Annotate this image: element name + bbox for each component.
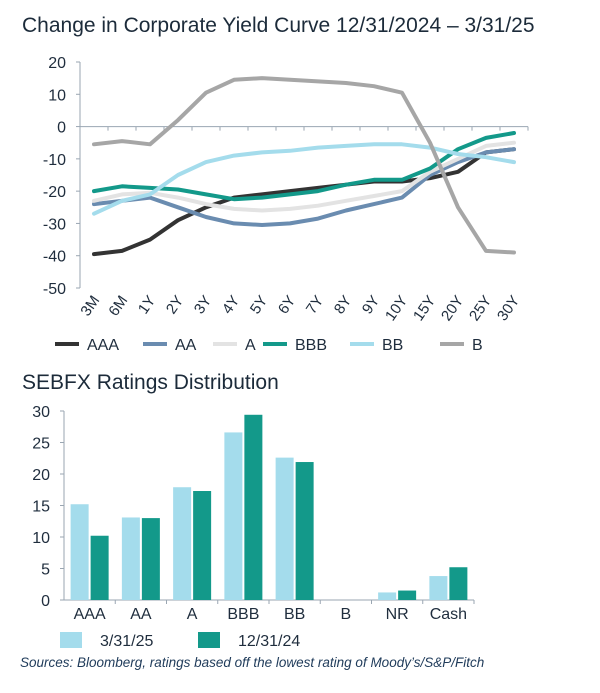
- bar-bb-dec24: [295, 462, 314, 600]
- x-tick-label: 7Y: [303, 293, 327, 318]
- y-tick-label: 15: [32, 499, 50, 516]
- legend-label-bb: BB: [382, 337, 403, 354]
- bar-aaa-mar25: [70, 504, 89, 600]
- x-tick-label: 25Y: [466, 293, 495, 325]
- legend-label-aaa: AAA: [87, 337, 119, 354]
- legend-label-b: B: [472, 337, 483, 354]
- x-tick-label: 6M: [105, 293, 131, 320]
- x-tick-label: AAA: [74, 606, 106, 623]
- y-tick-label: 5: [41, 562, 50, 579]
- x-tick-label: 15Y: [410, 293, 439, 325]
- y-tick-label: 0: [41, 593, 50, 610]
- x-tick-label: AA: [130, 606, 152, 623]
- bar-cash-dec24: [449, 567, 468, 600]
- y-tick-label: 10: [48, 87, 66, 104]
- x-tick-label: A: [187, 606, 198, 623]
- x-tick-label: NR: [386, 606, 409, 623]
- x-tick-label: 30Y: [494, 293, 523, 325]
- y-tick-label: 30: [32, 404, 50, 421]
- y-tick-label: -30: [43, 216, 66, 233]
- line-chart-title: Change in Corporate Yield Curve 12/31/20…: [22, 14, 535, 37]
- x-tick-label: Cash: [430, 606, 467, 623]
- y-tick-label: 20: [32, 467, 50, 484]
- x-tick-label: BB: [284, 606, 305, 623]
- bar-a-mar25: [173, 487, 192, 600]
- legend-label-bbb: BBB: [295, 337, 327, 354]
- bar-bb-mar25: [275, 457, 294, 600]
- bar-a-dec24: [193, 491, 212, 600]
- yield-curve-line-chart: 20 10 0 -10 -20 -30 -40 -50 3M 6M 1Y 2Y 3Y 4Y 5Y 6Y 7Y 8Y…: [43, 55, 529, 354]
- legend-label-0: 3/31/25: [100, 633, 153, 650]
- x-tick-label: 5Y: [247, 293, 271, 318]
- x-tick-label: 4Y: [219, 293, 243, 318]
- source-note: Sources: Bloomberg, ratings based off th…: [20, 655, 485, 670]
- bar-chart-title: SEBFX Ratings Distribution: [22, 371, 279, 394]
- bar-bbb-dec24: [244, 414, 263, 600]
- bar-nr-mar25: [378, 592, 397, 600]
- y-tick-label: 10: [32, 530, 50, 547]
- legend-label-aa: AA: [175, 337, 197, 354]
- bar-aa-dec24: [141, 518, 160, 600]
- legend-swatch-1: [198, 632, 220, 648]
- x-tick-label: 8Y: [331, 293, 355, 318]
- x-tick-label: 3Y: [191, 293, 215, 318]
- bar-aaa-dec24: [90, 535, 109, 600]
- x-tick-label: 6Y: [275, 293, 299, 318]
- series-line-a: [92, 140, 516, 213]
- x-tick-label: B: [341, 606, 352, 623]
- bar-cash-mar25: [429, 576, 448, 600]
- x-tick-label: BBB: [227, 606, 259, 623]
- x-tick-label: 10Y: [382, 293, 411, 325]
- legend-label-a: A: [245, 337, 256, 354]
- y-tick-label: -20: [43, 184, 66, 201]
- legend-label-1: 12/31/24: [238, 633, 300, 650]
- x-tick-label: 3M: [77, 293, 103, 320]
- x-tick-label: 2Y: [163, 293, 187, 318]
- series-line-bb: [92, 142, 516, 216]
- y-tick-label: -40: [43, 249, 66, 266]
- bar-nr-dec24: [398, 590, 417, 600]
- y-tick-label: 0: [57, 120, 66, 137]
- y-tick-label: -50: [43, 281, 66, 298]
- x-tick-label: 1Y: [135, 293, 159, 318]
- legend-swatch-0: [60, 632, 82, 648]
- series-line-aa: [92, 147, 516, 227]
- x-tick-label: 20Y: [438, 293, 467, 325]
- x-tick-label: 9Y: [359, 293, 383, 318]
- series-line-bbb: [92, 131, 516, 202]
- y-tick-label: 25: [32, 436, 50, 453]
- y-tick-label: 20: [48, 55, 66, 72]
- bar-aa-mar25: [121, 517, 140, 600]
- y-tick-label: -10: [43, 152, 66, 169]
- series-line-b: [92, 76, 516, 255]
- bar-bbb-mar25: [224, 432, 243, 600]
